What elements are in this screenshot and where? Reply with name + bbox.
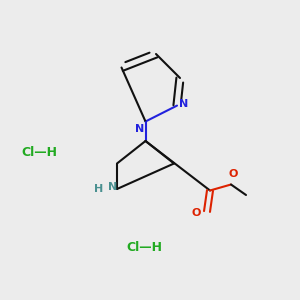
Text: O: O (192, 208, 201, 218)
Text: N: N (179, 99, 188, 109)
Text: N: N (136, 124, 145, 134)
Text: O: O (228, 169, 238, 179)
Text: N: N (108, 182, 118, 193)
Text: Cl—H: Cl—H (21, 146, 57, 160)
Text: Cl—H: Cl—H (126, 241, 162, 254)
Text: H: H (94, 184, 103, 194)
